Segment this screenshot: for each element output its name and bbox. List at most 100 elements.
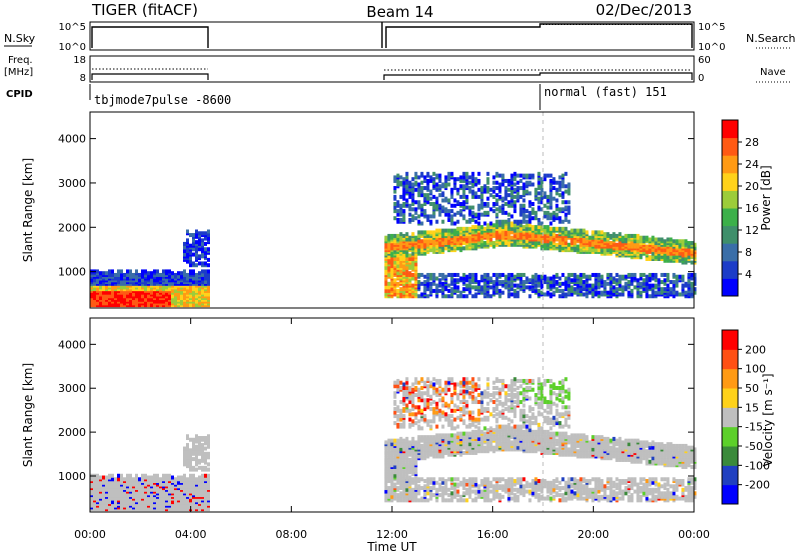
power-cell	[441, 228, 445, 233]
velocity-cell	[189, 437, 192, 442]
power-cell	[558, 216, 562, 221]
power-cell	[615, 272, 619, 277]
power-cell	[681, 278, 685, 283]
power-cell	[399, 232, 403, 237]
power-cell	[522, 212, 526, 217]
power-cell	[480, 225, 484, 230]
power-cell	[486, 210, 490, 215]
power-cell	[204, 261, 207, 266]
power-cell	[486, 177, 490, 182]
power-cell	[510, 235, 514, 240]
power-cell	[594, 230, 598, 235]
velocity-cell	[411, 436, 415, 441]
power-cell	[387, 281, 391, 286]
power-cell	[462, 287, 466, 292]
velocity-cell	[201, 436, 204, 441]
power-cell	[414, 180, 418, 185]
power-cell	[417, 200, 421, 205]
power-cell	[630, 288, 634, 293]
power-cell	[513, 194, 517, 199]
power-cell	[447, 272, 451, 277]
power-cell	[540, 187, 544, 192]
power-cell	[609, 287, 613, 292]
power-cell	[675, 244, 679, 249]
power-cell	[495, 219, 499, 224]
power-cell	[477, 235, 481, 240]
power-cell	[495, 287, 499, 292]
velocity-cell	[387, 493, 391, 498]
power-cell	[198, 238, 201, 243]
power-cell	[546, 290, 550, 295]
power-cell	[462, 272, 466, 277]
power-cell	[447, 288, 451, 293]
power-cell	[402, 271, 406, 276]
power-cell	[504, 186, 508, 191]
power-cell	[468, 180, 472, 185]
velocity-cell	[396, 384, 400, 389]
power-cell	[399, 262, 403, 267]
power-cell	[543, 274, 547, 279]
power-cell	[438, 177, 442, 182]
power-cell	[486, 189, 490, 194]
power-cell	[630, 272, 634, 277]
velocity-cell	[405, 403, 409, 408]
velocity-cell	[384, 449, 388, 454]
power-cell	[558, 281, 562, 286]
power-cell	[612, 280, 616, 285]
power-cell	[180, 271, 183, 276]
power-cell	[582, 283, 586, 288]
power-cell	[399, 294, 403, 299]
power-cell	[645, 274, 649, 279]
colorbar-tick-label: 24	[745, 158, 759, 171]
power-cell	[621, 285, 625, 290]
power-cell	[486, 171, 490, 176]
velocity-cell	[432, 480, 436, 485]
power-cell	[483, 272, 487, 277]
power-cell	[462, 276, 466, 281]
power-cell	[441, 246, 445, 251]
power-cell	[474, 177, 478, 182]
power-cell	[549, 216, 553, 221]
velocity-cell	[432, 415, 436, 420]
power-cell	[519, 194, 523, 199]
velocity-cell	[153, 473, 156, 478]
power-cell	[522, 186, 526, 191]
power-cell	[546, 210, 550, 215]
power-cell	[423, 287, 427, 292]
power-cell	[471, 171, 475, 176]
power-cell	[540, 239, 544, 244]
velocity-cell	[390, 461, 394, 466]
power-cell	[444, 175, 448, 180]
velocity-cell	[111, 477, 114, 482]
power-cell	[636, 233, 640, 238]
power-cell	[468, 283, 472, 288]
power-cell	[438, 233, 442, 238]
power-cell	[423, 251, 427, 256]
power-cell	[525, 285, 529, 290]
power-cell	[459, 276, 463, 281]
power-cell	[447, 228, 451, 233]
power-cell	[195, 245, 198, 250]
power-cell	[477, 212, 481, 217]
velocity-cell	[429, 480, 433, 485]
power-cell	[450, 292, 454, 297]
power-cell	[396, 253, 400, 258]
velocity-cell	[384, 486, 388, 491]
power-cell	[117, 269, 120, 274]
velocity-cell	[396, 408, 400, 413]
power-cell	[489, 187, 493, 192]
power-cell	[528, 285, 532, 290]
power-cell	[120, 269, 123, 274]
power-cell	[522, 209, 526, 214]
velocity-cell	[420, 398, 424, 403]
velocity-cell	[393, 461, 397, 466]
power-cell	[663, 281, 667, 286]
power-cell	[453, 186, 457, 191]
power-cell	[432, 249, 436, 254]
power-cell	[417, 272, 421, 277]
power-cell	[192, 269, 195, 274]
velocity-cell	[195, 460, 198, 465]
power-cell	[615, 281, 619, 286]
power-cell	[594, 285, 598, 290]
